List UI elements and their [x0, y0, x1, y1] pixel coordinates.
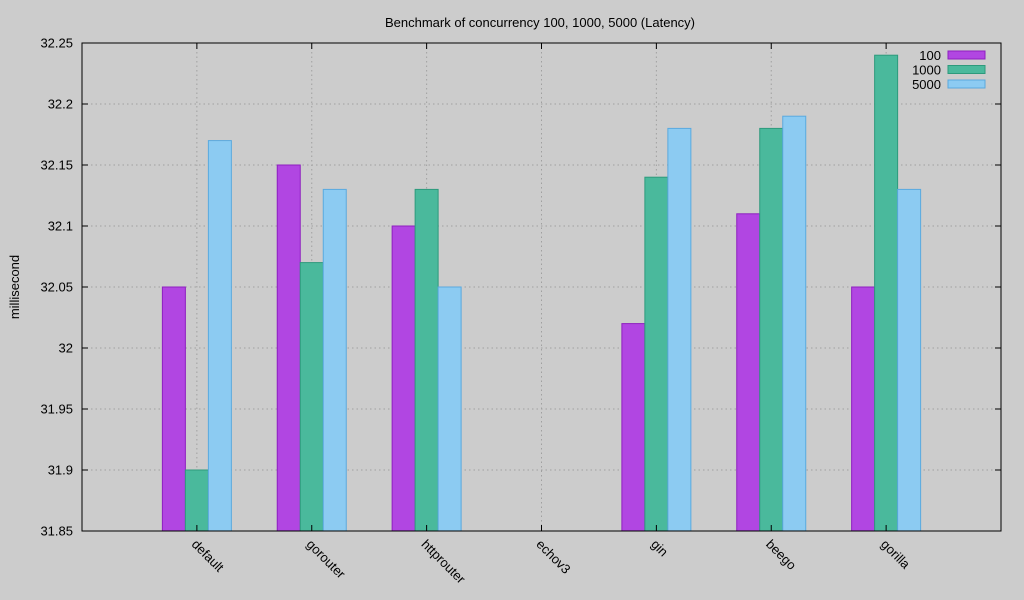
bar-100-default [161, 286, 186, 532]
y-tick-label: 31.9 [48, 463, 73, 478]
bar-100-beego [736, 213, 761, 532]
legend-swatch-5000 [947, 79, 986, 89]
y-tick-label: 32.2 [48, 97, 73, 112]
y-tick-label: 32 [59, 341, 73, 356]
y-tick-label: 32.05 [40, 280, 73, 295]
y-tick-label: 32.15 [40, 158, 73, 173]
bar-1000-gorouter [299, 262, 324, 532]
bar-5000-beego [782, 115, 807, 532]
legend-swatch-100 [947, 50, 986, 60]
x-tick-label: default [189, 537, 227, 575]
x-tick-label: beego [763, 537, 799, 573]
bar-1000-httprouter [414, 188, 439, 532]
bar-5000-default [207, 140, 232, 532]
chart-title: Benchmark of concurrency 100, 1000, 5000… [385, 15, 695, 30]
y-tick-label: 31.95 [40, 402, 73, 417]
x-tick-label: gorilla [878, 537, 914, 573]
legend-label-100: 100 [919, 48, 941, 63]
x-tick-label: httprouter [419, 537, 469, 587]
x-tick-label: echov3 [533, 537, 573, 577]
bar-100-gorilla [851, 286, 876, 532]
y-axis-label: millisecond [7, 255, 22, 319]
bar-5000-gorouter [322, 188, 347, 532]
bar-1000-default [184, 469, 209, 532]
bar-5000-httprouter [437, 286, 462, 532]
bar-5000-gorilla [897, 188, 922, 532]
bar-100-gin [621, 323, 646, 532]
y-tick-label: 32.1 [48, 219, 73, 234]
x-tick-label: gin [648, 537, 671, 560]
bar-100-httprouter [391, 225, 416, 532]
x-tick-label: gorouter [304, 537, 349, 582]
bar-1000-beego [759, 127, 784, 532]
y-axis-ticks: 31.85 31.9 31.95 32 32.05 32.1 32.15 32.2 32.25 [40, 36, 1001, 539]
y-tick-label: 32.25 [40, 36, 73, 51]
legend-label-5000: 5000 [912, 77, 941, 92]
legend-label-1000: 1000 [912, 63, 941, 78]
bar-1000-gorilla [874, 54, 899, 532]
bar-1000-gin [644, 176, 669, 532]
legend-swatch-1000 [947, 65, 986, 74]
y-tick-label: 31.85 [40, 524, 73, 539]
bars [161, 54, 922, 532]
bar-100-gorouter [276, 164, 301, 532]
bar-5000-gin [667, 127, 692, 532]
